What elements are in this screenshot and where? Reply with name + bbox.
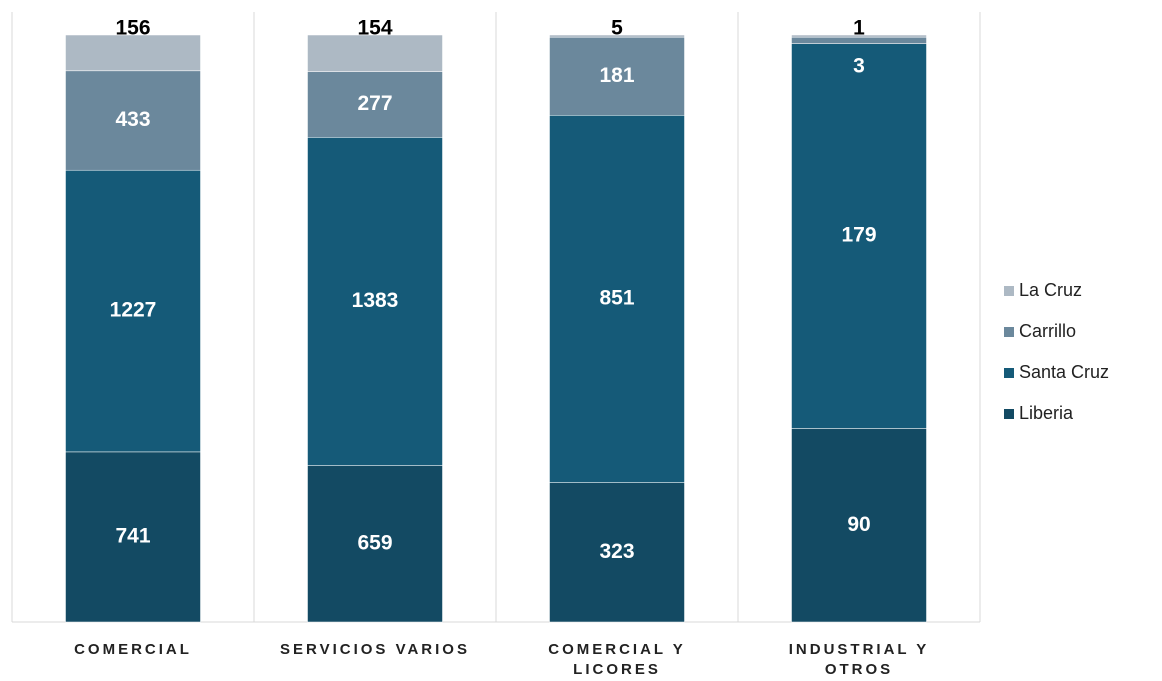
data-label: 1 — [853, 17, 865, 40]
bar-segment — [65, 169, 201, 453]
legend-label: Santa Cruz — [1019, 362, 1109, 382]
data-label: 323 — [599, 540, 634, 563]
data-label: 1227 — [110, 299, 157, 322]
bar-segment — [791, 34, 927, 38]
legend-swatch — [1004, 286, 1014, 296]
bar-segment — [549, 36, 685, 116]
x-tick-label: COMERCIAL Y LICORES — [548, 641, 686, 678]
data-label: 181 — [599, 64, 634, 87]
bar-segment — [65, 70, 201, 171]
bar-segment — [549, 482, 685, 623]
bar-segment — [307, 34, 443, 72]
bar-segment — [549, 115, 685, 483]
data-label: 659 — [357, 531, 392, 554]
bar-segment — [307, 71, 443, 138]
data-label: 156 — [115, 17, 150, 40]
data-label: 154 — [357, 17, 392, 40]
x-tick-label: INDUSTRIAL Y OTROS — [788, 641, 930, 678]
data-label: 179 — [841, 224, 876, 247]
legend-label: La Cruz — [1019, 280, 1082, 300]
bar-segment — [791, 43, 927, 429]
data-label: 3 — [853, 55, 865, 78]
legend-swatch — [1004, 368, 1014, 378]
legend-swatch — [1004, 409, 1014, 419]
bar-segment — [307, 137, 443, 466]
x-tick-label: COMERCIAL — [74, 641, 192, 658]
bar-segment — [65, 451, 201, 623]
bar-segment — [549, 34, 685, 38]
data-label: 277 — [357, 92, 392, 115]
bar-segment — [65, 34, 201, 72]
legend-label: Liberia — [1019, 403, 1074, 423]
data-label: 90 — [847, 513, 870, 536]
legend-label: Carrillo — [1019, 321, 1076, 341]
data-label: 851 — [599, 286, 634, 309]
data-label: 1383 — [352, 289, 399, 312]
data-label: 433 — [115, 108, 150, 131]
data-label: 5 — [611, 17, 623, 40]
data-label: 741 — [115, 524, 150, 547]
x-tick-label: SERVICIOS VARIOS — [280, 641, 470, 658]
legend-swatch — [1004, 327, 1014, 337]
